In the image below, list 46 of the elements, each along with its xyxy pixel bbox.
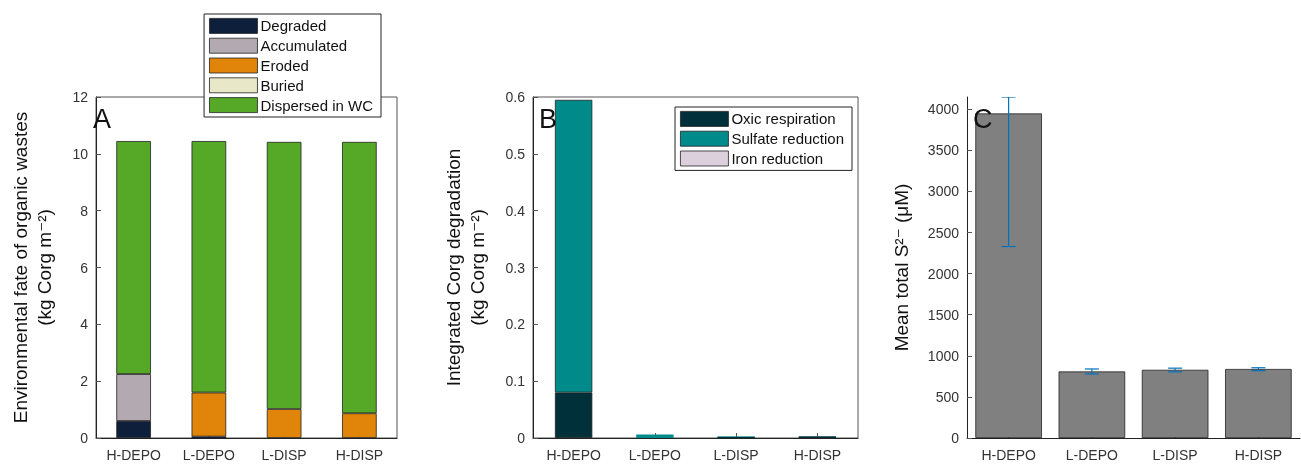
- y-tick-label: 0.1: [505, 373, 526, 390]
- legend-label: Eroded: [260, 57, 309, 74]
- x-tick-label: H-DISP: [793, 447, 842, 463]
- y-tick-label: 0.4: [505, 202, 526, 219]
- y-tick-label: 12: [72, 89, 89, 105]
- y-tick-label: 4: [80, 316, 89, 333]
- y-tick-label: 2: [80, 373, 89, 390]
- y-axis-title: Environmental fate of organic wastes (kg Corg m⁻²): [9, 111, 55, 424]
- y-tick-label: 0: [517, 430, 526, 446]
- y-tick-label: 500: [935, 388, 960, 405]
- legend-label: Degraded: [260, 17, 327, 35]
- x-tick-label: L-DEPO: [182, 447, 236, 463]
- x-tick-label: L-DEPO: [628, 447, 682, 463]
- legend-label: Sulfate reduction: [731, 130, 844, 148]
- legend-label: Oxic respiration: [731, 110, 836, 128]
- x-tick-label: L-DEPO: [1065, 447, 1119, 463]
- y-axis-title: Integrated Corg degradation (kg Corg m⁻²): [442, 148, 488, 387]
- x-tick-label: L-DISP: [1152, 447, 1198, 463]
- x-tick-label: H-DISP: [1234, 447, 1283, 463]
- legend-label: Dispersed in WC: [260, 96, 374, 114]
- x-tick-label: H-DEPO: [981, 447, 1036, 463]
- y-tick-label: 2000: [927, 265, 960, 282]
- y-tick-label: 3000: [927, 183, 960, 200]
- y-tick-label: 4000: [927, 101, 960, 118]
- x-tick-label: H-DEPO: [546, 447, 601, 463]
- y-tick-label: 1000: [927, 347, 960, 364]
- y-axis-title: Mean total S²⁻ (μM): [890, 183, 912, 352]
- y-tick-label: 8: [80, 202, 89, 219]
- y-tick-label: 0.6: [505, 89, 526, 105]
- legend-label: Buried: [260, 76, 304, 94]
- x-tick-label: L-DISP: [713, 447, 759, 463]
- legend-label: Accumulated: [260, 37, 348, 55]
- legend-label: Iron reduction: [731, 150, 824, 167]
- y-tick-label: 0.2: [505, 316, 526, 333]
- x-tick-label: L-DISP: [261, 447, 307, 463]
- y-tick-label: 0.3: [505, 259, 526, 276]
- y-tick-label: 3500: [927, 142, 960, 159]
- y-tick-label: 1500: [927, 306, 960, 323]
- y-tick-label: 6: [80, 259, 89, 276]
- y-tick-label: 0: [951, 430, 960, 446]
- x-tick-label: H-DISP: [335, 447, 384, 463]
- y-tick-label: 0: [80, 430, 89, 446]
- y-tick-label: 10: [72, 145, 89, 162]
- y-tick-label: 0.5: [505, 145, 526, 162]
- y-tick-label: 2500: [927, 224, 960, 241]
- x-tick-label: H-DEPO: [106, 447, 161, 463]
